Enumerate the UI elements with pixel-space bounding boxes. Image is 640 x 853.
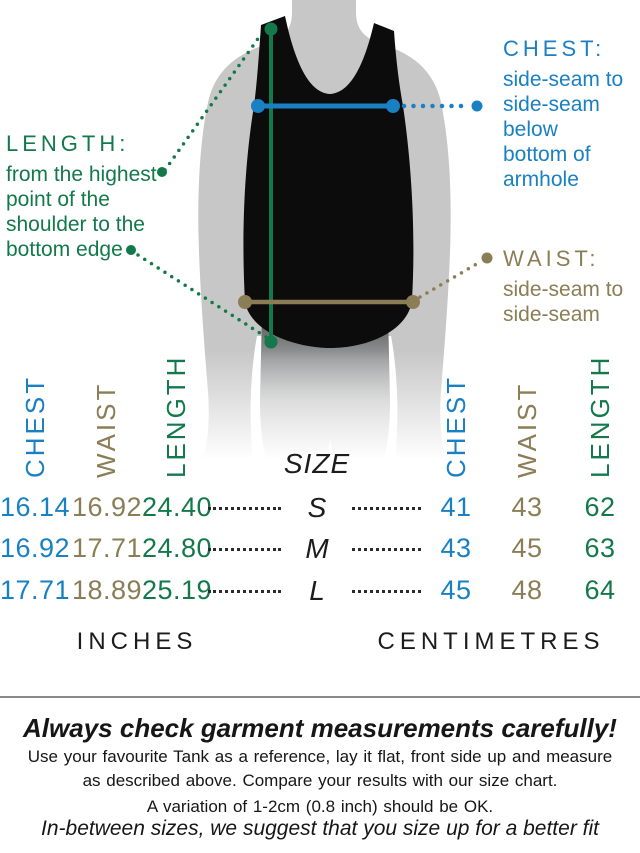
chest-annotation-line: below <box>503 118 558 141</box>
length-annotation-title: LENGTH: <box>6 131 130 156</box>
chest-annotation-line: bottom of <box>503 143 591 166</box>
row-l-cm-length: 64 <box>584 575 616 605</box>
inches-unit-label: INCHES <box>76 628 198 655</box>
row-l-cm-waist: 48 <box>511 575 543 605</box>
chest-annotation-line: side-seam <box>503 93 600 116</box>
row-s-inches-length: 24.40 <box>141 492 213 522</box>
leader-dots <box>208 507 281 510</box>
row-l-inches-length: 25.19 <box>141 575 213 605</box>
length-connector-top-dot <box>157 167 167 177</box>
fade-overlay <box>150 350 495 560</box>
leader-dots <box>208 590 281 593</box>
cm-waist-header: WAIST <box>512 381 542 478</box>
length-connector-bottom-dot <box>126 245 136 255</box>
chest-annotation-line: side-seam to <box>503 68 624 91</box>
chest-annotation: CHEST: side-seam to side-seam below bott… <box>503 36 640 192</box>
row-m-inches-chest: 16.92 <box>0 533 71 563</box>
size-header: SIZE <box>283 448 351 479</box>
row-l-size-label: L <box>309 575 325 606</box>
waist-dot-right <box>406 295 420 309</box>
chest-annotation-line: armhole <box>503 168 579 191</box>
row-s-inches-waist: 16.92 <box>71 492 143 522</box>
footer-instruction-line: Use your favourite Tank as a reference, … <box>27 747 613 766</box>
footer-emphasis-line: In-between sizes, we suggest that you si… <box>41 817 599 840</box>
length-dot-bottom <box>264 335 278 349</box>
row-s-cm-chest: 41 <box>440 492 472 522</box>
leader-dots <box>208 548 281 551</box>
length-annotation-line: from the highest <box>6 163 157 186</box>
footer-instruction-line: A variation of 1-2cm (0.8 inch) should b… <box>146 797 494 816</box>
length-annotation: LENGTH: from the highest point of the sh… <box>6 131 226 262</box>
waist-annotation: WAIST: side-seam to side-seam <box>503 246 640 327</box>
tank-top <box>243 16 414 348</box>
length-annotation-line: shoulder to the <box>6 213 145 236</box>
row-l-inches-chest: 17.71 <box>0 575 71 605</box>
row-l-inches-waist: 18.89 <box>71 575 143 605</box>
cm-length-header: LENGTH <box>585 354 615 478</box>
row-m-cm-chest: 43 <box>440 533 472 563</box>
measurement-diagram <box>126 0 495 560</box>
length-dot-top <box>264 22 278 36</box>
footer-instruction-line: as described above. Compare your results… <box>82 771 558 790</box>
chest-dot-left <box>251 99 265 113</box>
row-s-cm-length: 62 <box>584 492 616 522</box>
row-l-cm-chest: 45 <box>440 575 472 605</box>
length-annotation-line: point of the <box>6 188 110 211</box>
row-m-inches-length: 24.80 <box>141 533 213 563</box>
row-m-size-label: M <box>305 533 329 564</box>
waist-annotation-title: WAIST: <box>503 246 600 271</box>
inches-waist-header: WAIST <box>91 381 121 478</box>
row-s-inches-chest: 16.14 <box>0 492 71 522</box>
cm-chest-header: CHEST <box>441 374 471 478</box>
inches-length-header: LENGTH <box>161 354 191 478</box>
row-m-cm-waist: 45 <box>511 533 543 563</box>
chest-annotation-title: CHEST: <box>503 36 606 61</box>
section-divider <box>0 696 640 698</box>
waist-annotation-line: side-seam <box>503 303 600 326</box>
row-m-cm-length: 63 <box>584 533 616 563</box>
length-annotation-line: bottom edge <box>6 238 123 261</box>
centimetres-unit-label: CENTIMETRES <box>377 628 605 655</box>
inches-chest-header: CHEST <box>20 374 50 478</box>
waist-connector-dot <box>481 252 493 264</box>
row-s-cm-waist: 43 <box>511 492 543 522</box>
chest-connector-dot <box>471 100 483 112</box>
leader-dots <box>352 590 421 593</box>
row-s-size-label: S <box>307 492 327 523</box>
row-m-inches-waist: 17.71 <box>71 533 143 563</box>
waist-annotation-line: side-seam to <box>503 278 624 301</box>
chest-dot-right <box>386 99 400 113</box>
footer-headline: Always check garment measurements carefu… <box>23 713 617 743</box>
length-connector-bottom <box>136 253 268 339</box>
leader-dots <box>352 548 421 551</box>
leader-dots <box>352 507 421 510</box>
waist-dot-left <box>238 295 252 309</box>
